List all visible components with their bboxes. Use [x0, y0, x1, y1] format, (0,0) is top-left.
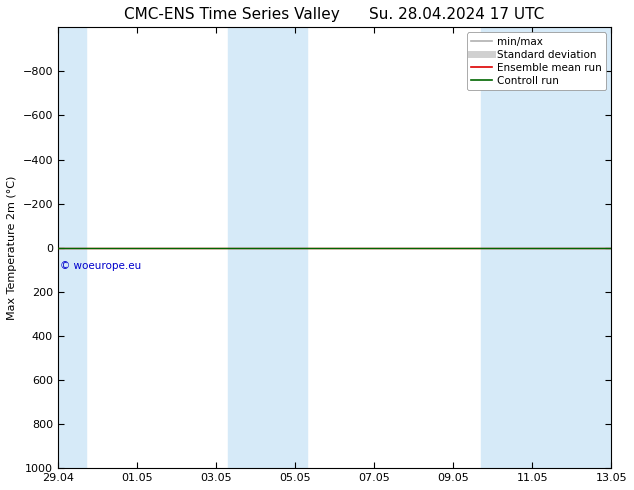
Title: CMC-ENS Time Series Valley      Su. 28.04.2024 17 UTC: CMC-ENS Time Series Valley Su. 28.04.202…	[124, 7, 545, 22]
Bar	[228, 27, 307, 468]
Bar	[481, 27, 611, 468]
Y-axis label: Max Temperature 2m (°C): Max Temperature 2m (°C)	[7, 175, 17, 320]
Text: © woeurope.eu: © woeurope.eu	[60, 261, 141, 271]
Bar	[58, 27, 86, 468]
Legend: min/max, Standard deviation, Ensemble mean run, Controll run: min/max, Standard deviation, Ensemble me…	[467, 32, 606, 90]
